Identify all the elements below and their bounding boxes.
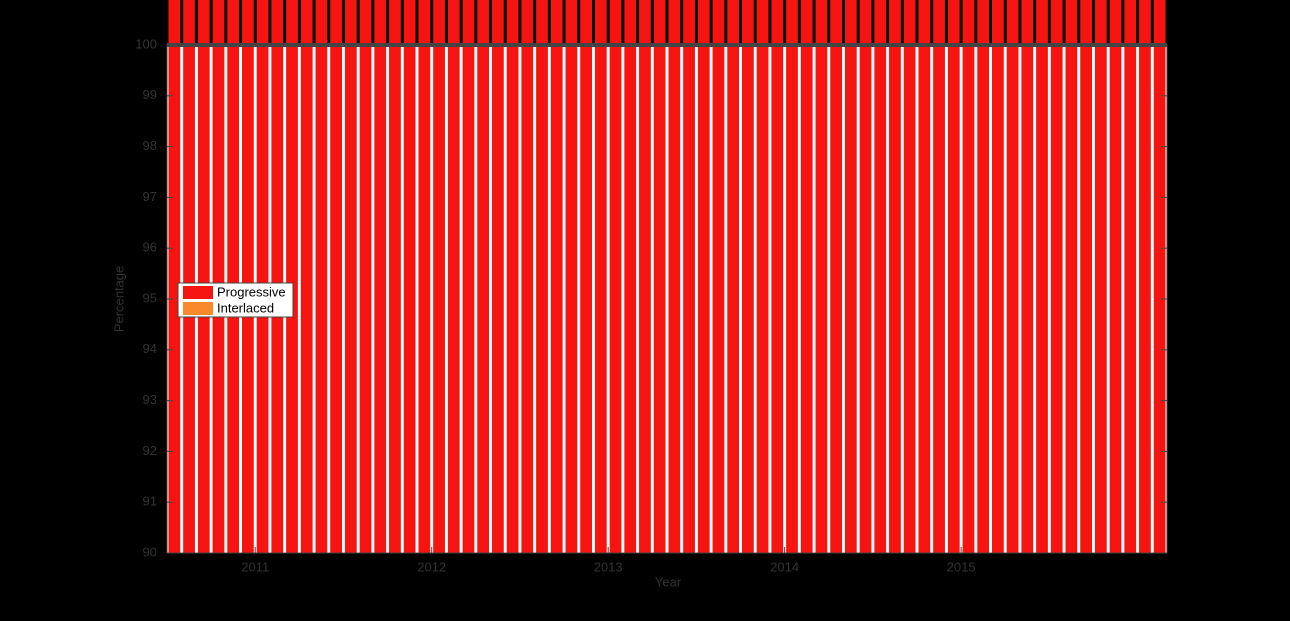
bar-segment: [683, 0, 695, 553]
bar-segment: [286, 0, 298, 553]
bar-segment: [1021, 0, 1034, 553]
bar-segment: [903, 0, 916, 553]
bar-segment: [506, 0, 519, 553]
bar-segment: [418, 0, 431, 553]
bar-segment: [242, 0, 254, 553]
bar-segment: [727, 0, 740, 553]
bar-segment: [1050, 0, 1063, 553]
legend-label: Progressive: [217, 284, 286, 299]
bar-segment: [1036, 0, 1048, 553]
bar-segment: [315, 0, 328, 553]
x-axis-label: Year: [655, 574, 682, 589]
bar-segment: [889, 0, 901, 553]
bar-segment: [771, 0, 784, 553]
bar-segment: [830, 0, 842, 553]
y-tick-label: 99: [143, 87, 157, 102]
bar-segment: [1153, 0, 1166, 553]
bar-segment: [197, 0, 210, 553]
bar-segment: [933, 0, 945, 553]
bar-segment: [668, 0, 681, 553]
bar-segment: [1124, 0, 1137, 553]
y-axis-label: Percentage: [111, 266, 126, 333]
bar-segment: [271, 0, 284, 553]
y-tick-label: 91: [143, 494, 157, 509]
bar-segment: [433, 0, 445, 553]
bar-segment: [447, 0, 460, 553]
bar-segment: [492, 0, 504, 553]
bar-segment: [697, 0, 710, 553]
bar-segment: [256, 0, 269, 553]
bar-segment: [653, 0, 666, 553]
bar-segment: [212, 0, 225, 553]
bar-segment: [183, 0, 195, 553]
bar-segment: [374, 0, 387, 553]
y-tick-label: 100: [135, 36, 157, 51]
bar-segment: [639, 0, 651, 553]
x-tick-label: 2013: [594, 559, 623, 574]
bar-segment: [992, 0, 1004, 553]
bar-segment: [859, 0, 872, 553]
bar-segment: [1109, 0, 1122, 553]
bar-segment: [844, 0, 857, 553]
bar-segment: [389, 0, 401, 553]
bar-segment: [344, 0, 357, 553]
y-tick-label: 94: [143, 341, 157, 356]
bar-segment: [947, 0, 960, 553]
y-tick-label: 98: [143, 138, 157, 153]
bar-segment: [330, 0, 342, 553]
x-tick-label: 2014: [770, 559, 799, 574]
legend-swatch: [183, 302, 213, 315]
y-tick-label: 96: [143, 240, 157, 255]
y-tick-label: 93: [143, 392, 157, 407]
bar-segment: [609, 0, 622, 553]
bar-segment: [300, 0, 313, 553]
bar-segment: [1094, 0, 1107, 553]
bar-segment: [712, 0, 725, 553]
bar-segment: [962, 0, 975, 553]
bar-segment: [1006, 0, 1019, 553]
y-tick-label: 92: [143, 443, 157, 458]
x-tick-label: 2011: [241, 559, 269, 574]
bar-segment: [624, 0, 637, 553]
y-tick-label: 97: [143, 189, 157, 204]
bar-segment: [565, 0, 578, 553]
bar-segment: [594, 0, 607, 553]
x-tick-label: 2012: [417, 559, 446, 574]
bar-segment: [742, 0, 754, 553]
bar-segment: [786, 0, 798, 553]
bar-segment: [918, 0, 931, 553]
bar-segment: [977, 0, 990, 553]
bar-segment: [403, 0, 416, 553]
bar-segment: [550, 0, 563, 553]
bar-segment: [477, 0, 490, 553]
bar-segment: [168, 0, 181, 553]
bar-segment: [521, 0, 534, 553]
x-tick-label: 2015: [947, 559, 976, 574]
bar-segment: [1065, 0, 1078, 553]
bar-segment: [815, 0, 828, 553]
bar-segment: [1080, 0, 1092, 553]
bar-segment: [462, 0, 475, 553]
bar-segment: [227, 0, 240, 553]
bar-segment: [874, 0, 887, 553]
bar-segment: [359, 0, 372, 553]
y-tick-label: 90: [143, 544, 157, 559]
bar-segment: [756, 0, 769, 553]
bar-segment: [1139, 0, 1151, 553]
bar-segment: [800, 0, 813, 553]
y-tick-label: 95: [143, 290, 157, 305]
bar-segment: [536, 0, 548, 553]
legend-swatch: [183, 286, 213, 299]
legend-label: Interlaced: [217, 300, 274, 315]
bar-segment: [580, 0, 592, 553]
